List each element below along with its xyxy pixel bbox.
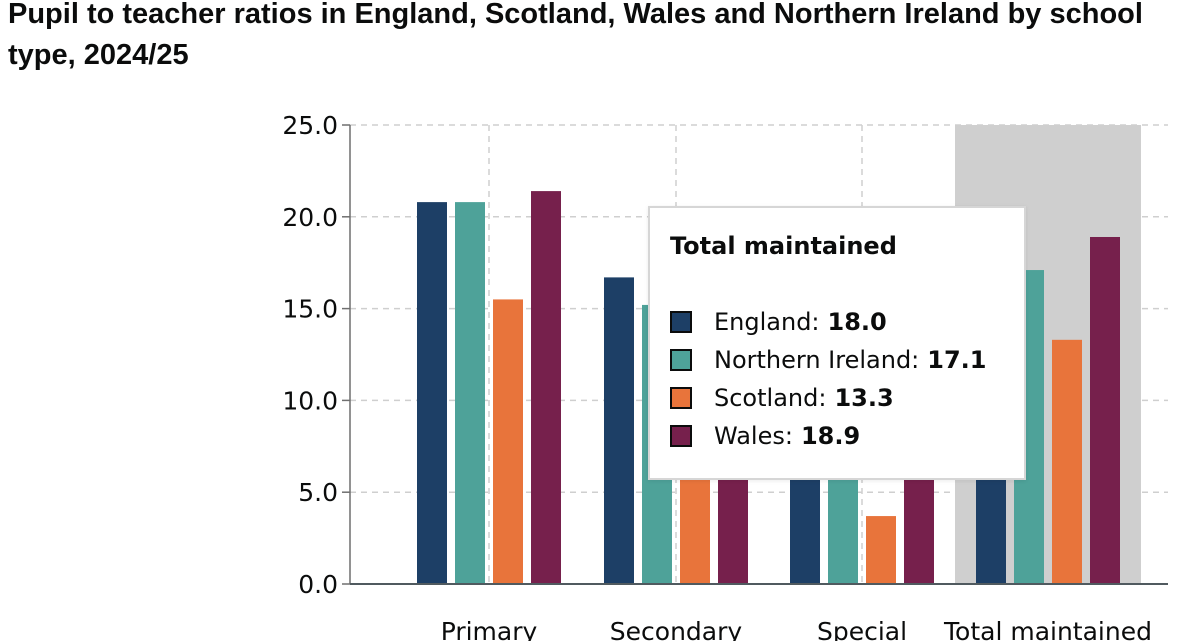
bar bbox=[680, 462, 710, 584]
y-tick-label: 10.0 bbox=[282, 386, 338, 415]
bar bbox=[828, 462, 858, 584]
tooltip-label: Northern Ireland: bbox=[714, 346, 920, 374]
tooltip-label: Wales: bbox=[714, 422, 793, 450]
tooltip-value: 18.0 bbox=[827, 308, 887, 336]
tooltip-row-wales: Wales: 18.9 bbox=[670, 418, 860, 454]
y-tick-label: 5.0 bbox=[298, 478, 338, 507]
y-tick-label: 0.0 bbox=[298, 570, 338, 599]
legend-swatch-northern-ireland bbox=[670, 349, 692, 371]
x-tick-label: Special bbox=[817, 617, 907, 641]
bar bbox=[604, 277, 634, 584]
tooltip-value: 18.9 bbox=[800, 422, 861, 450]
y-tick-label: 25.0 bbox=[282, 111, 338, 140]
bar bbox=[417, 202, 447, 584]
tooltip-title: Total maintained bbox=[670, 232, 897, 260]
bar bbox=[790, 472, 820, 584]
tooltip-row-scotland: Scotland: 13.3 bbox=[670, 380, 894, 416]
y-tick-label: 20.0 bbox=[282, 203, 338, 232]
bar bbox=[1052, 339, 1082, 584]
bar bbox=[455, 202, 485, 584]
legend-swatch-england bbox=[670, 311, 692, 333]
chart-title: Pupil to teacher ratios in England, Scot… bbox=[8, 0, 1143, 71]
tooltip-label: England: bbox=[714, 308, 820, 336]
bar bbox=[866, 516, 896, 584]
x-tick-label: Primary bbox=[441, 617, 538, 641]
bar bbox=[493, 299, 523, 584]
tooltip-value: 13.3 bbox=[834, 384, 894, 412]
chart-tooltip: Total maintained England: 18.0 Northern … bbox=[648, 206, 1026, 480]
y-tick-label: 15.0 bbox=[282, 295, 338, 324]
legend-swatch-wales bbox=[670, 425, 692, 447]
tooltip-label: Scotland: bbox=[714, 384, 827, 412]
tooltip-row-northern-ireland: Northern Ireland: 17.1 bbox=[670, 342, 986, 378]
legend-swatch-scotland bbox=[670, 387, 692, 409]
bar bbox=[531, 191, 561, 584]
tooltip-row-england: England: 18.0 bbox=[670, 304, 887, 340]
bar bbox=[718, 460, 748, 584]
x-tick-label: Secondary bbox=[610, 617, 743, 641]
bar bbox=[904, 468, 934, 584]
x-tick-label: Total maintained bbox=[943, 617, 1152, 641]
bar bbox=[1090, 236, 1120, 584]
tooltip-value: 17.1 bbox=[927, 346, 987, 374]
